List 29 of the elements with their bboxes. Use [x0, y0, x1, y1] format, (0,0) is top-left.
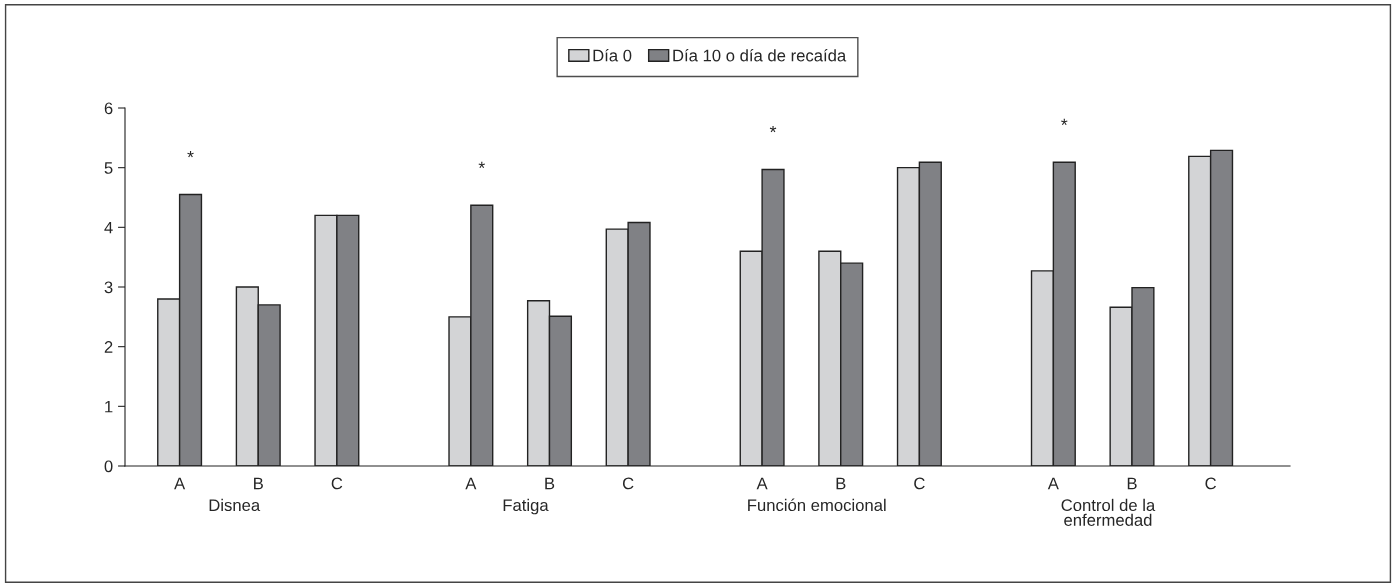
x-tick-label: C — [331, 477, 343, 490]
y-tick-label: 2 — [104, 341, 113, 353]
annotation: * — [1061, 118, 1068, 126]
x-tick-label: B — [545, 477, 555, 490]
annotation: * — [187, 150, 194, 158]
x-tick-label: A — [174, 477, 186, 490]
text: Fatiga — [503, 498, 549, 515]
x-tick-label: B — [1127, 477, 1137, 490]
y-tick-label: 4 — [104, 221, 113, 234]
y-tick-label: 3 — [104, 281, 113, 294]
y-tick-label: 5 — [104, 162, 113, 174]
text: Disnea — [209, 498, 261, 512]
text: Función emocional — [748, 498, 886, 512]
y-tick-label: 6 — [104, 102, 113, 115]
x-tick-label: A — [756, 477, 768, 490]
x-tick-label: C — [914, 477, 925, 490]
annotation: * — [478, 161, 486, 169]
x-tick-label: C — [1205, 477, 1217, 490]
x-tick-label: A — [465, 477, 477, 490]
x-tick-label: B — [254, 477, 263, 490]
text: Control de la enfermedad — [1061, 498, 1156, 526]
legend-label: Día 0 — [593, 49, 632, 62]
y-tick-label: 0 — [104, 460, 113, 473]
annotation: * — [769, 125, 777, 133]
y-tick-label: 1 — [105, 400, 113, 413]
x-tick-label: B — [836, 477, 846, 490]
x-tick-label: C — [622, 477, 634, 490]
legend-label: Día 10 o día de recaída — [673, 49, 847, 62]
x-tick-label: A — [1047, 477, 1059, 490]
